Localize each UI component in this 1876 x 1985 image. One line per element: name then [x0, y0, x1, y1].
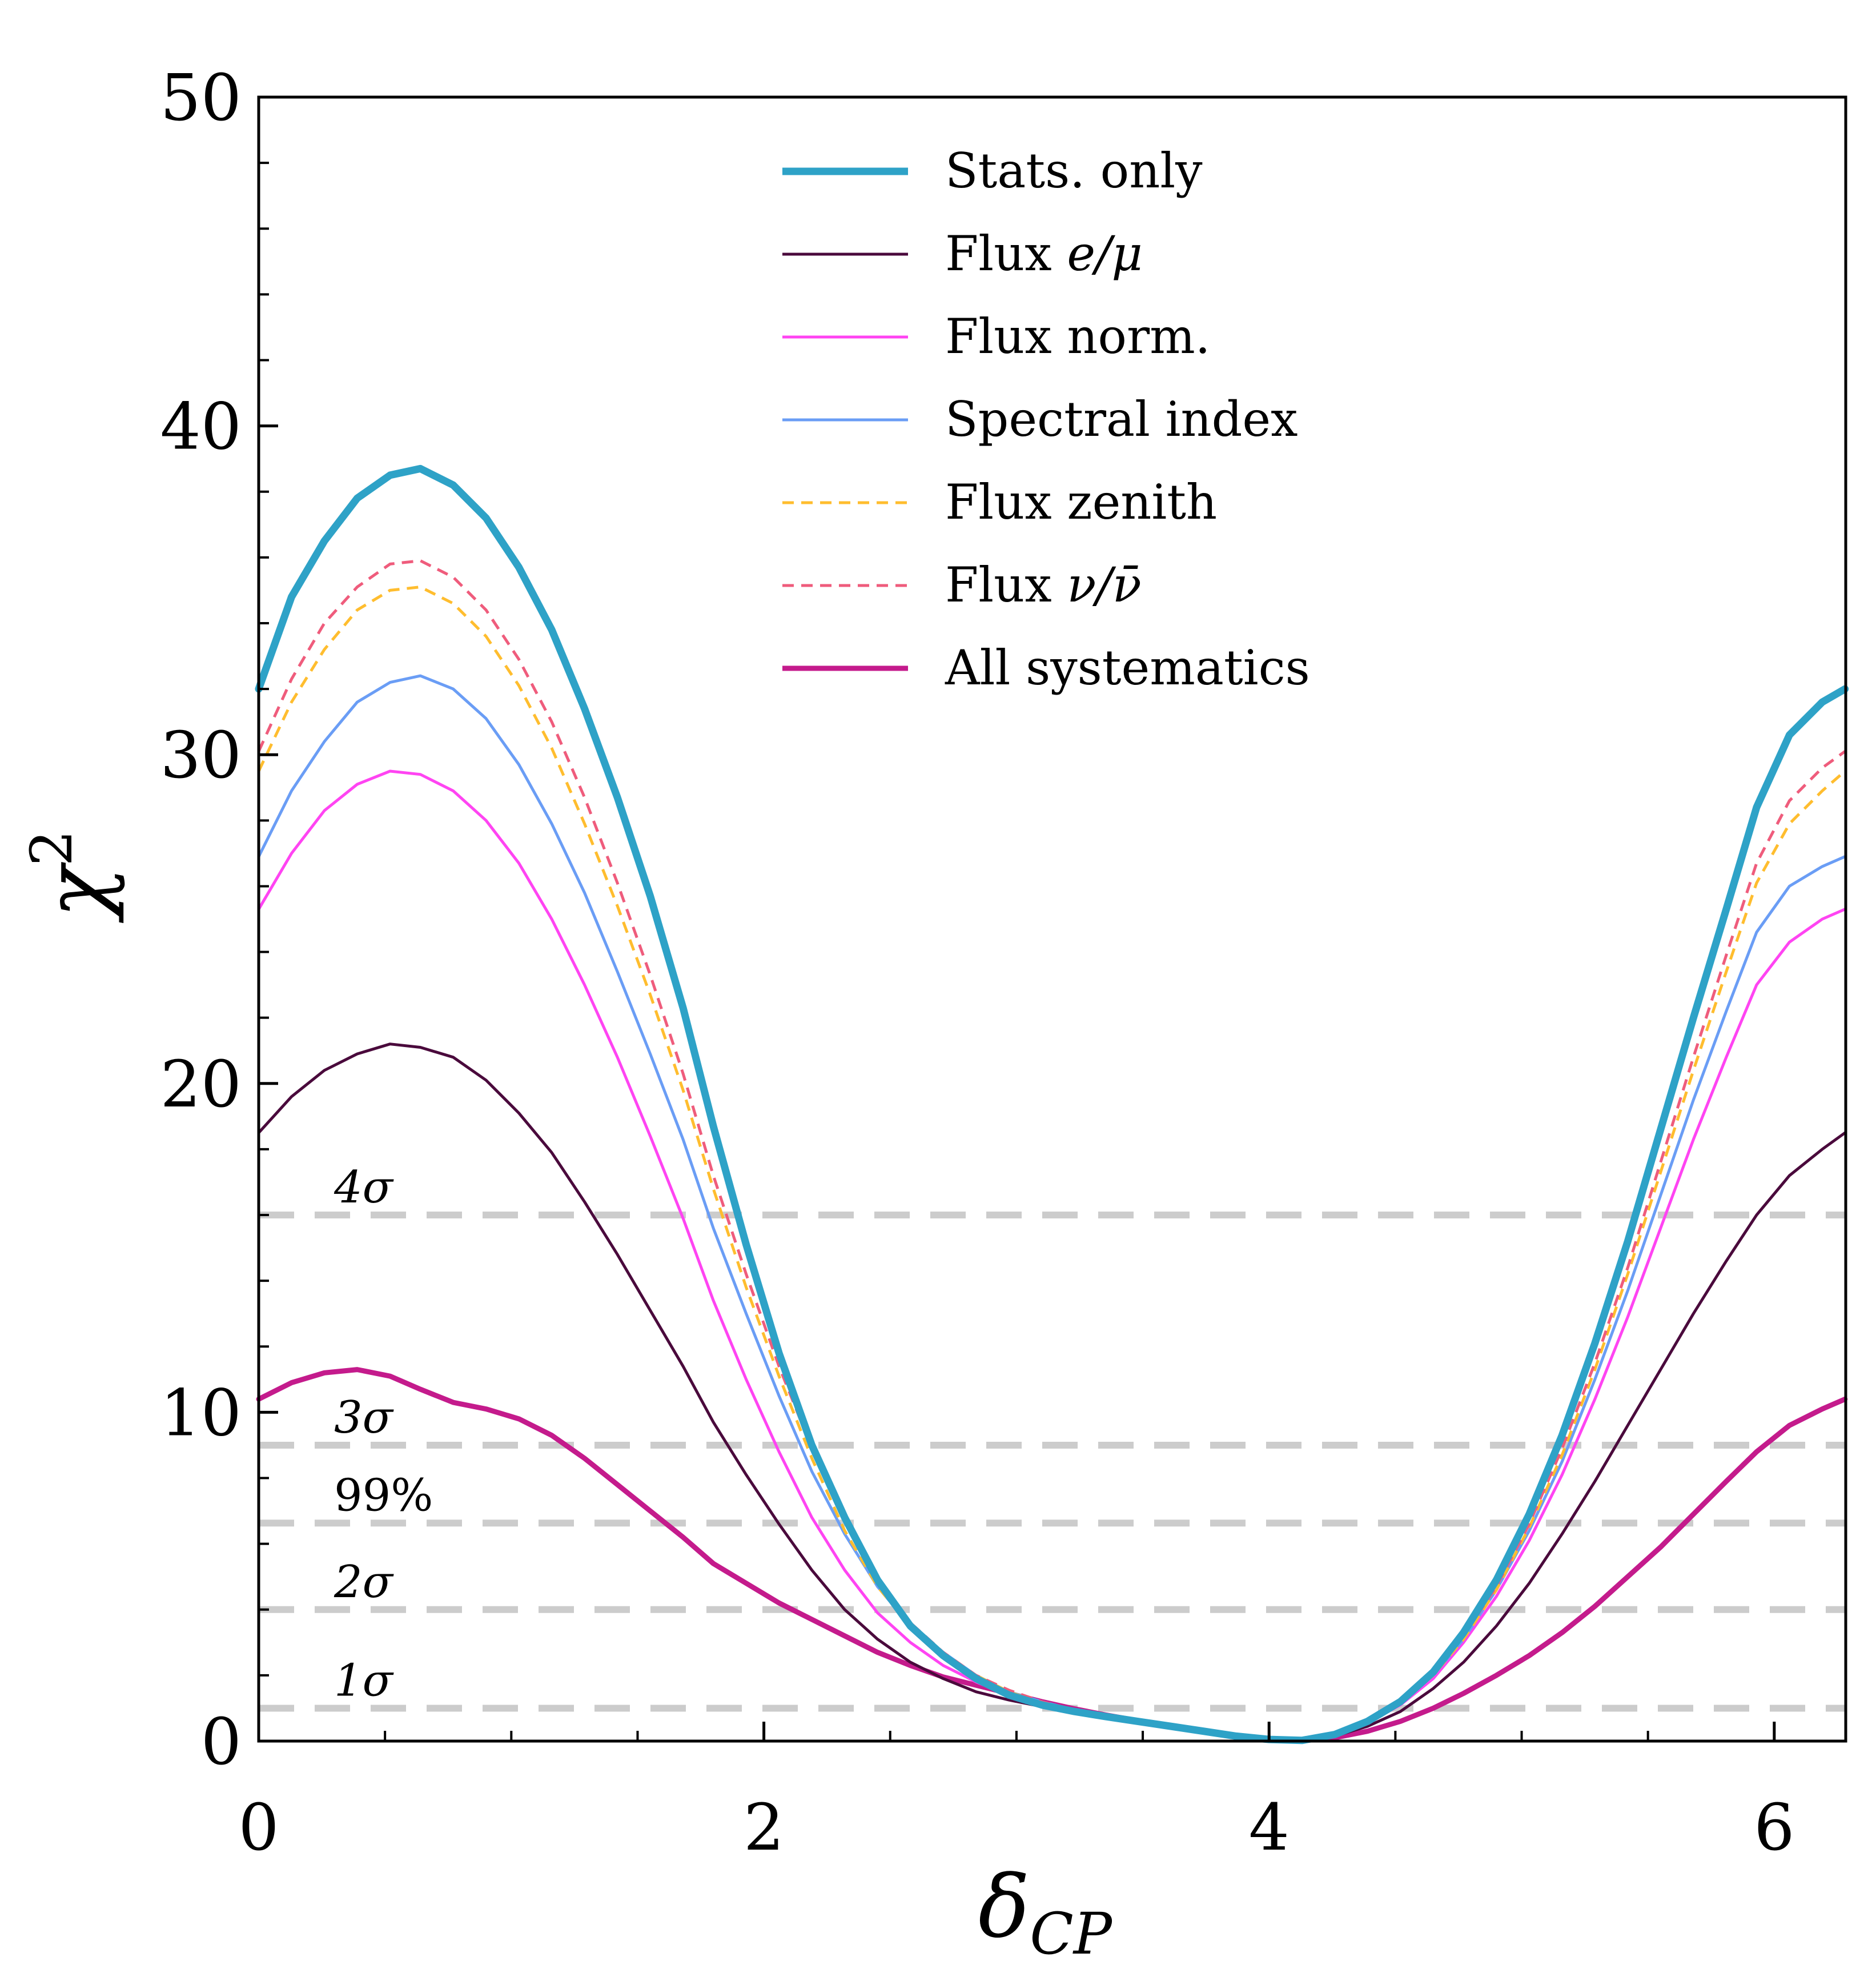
- y-axis-label-sup: 2: [18, 830, 85, 867]
- legend-label-1: Flux e/μ: [945, 226, 1143, 282]
- reference-label-0: 1σ: [334, 1655, 394, 1706]
- legend-label-text: Flux: [945, 557, 1067, 613]
- reference-label-4: 4σ: [334, 1162, 394, 1213]
- y-tick-label: 50: [160, 61, 242, 135]
- series-line-stats-only: [255, 464, 1849, 1745]
- legend-label-2: Flux norm.: [945, 308, 1211, 364]
- legend-label-5: Flux ν/ν̄: [945, 557, 1142, 613]
- y-tick-label: 10: [160, 1376, 242, 1450]
- x-axis-label: δCP: [978, 1858, 1113, 1967]
- legend: Stats. only Flux e/μ Flux norm. Spectral in…: [782, 143, 1310, 696]
- legend-label-text: Flux: [945, 226, 1067, 282]
- legend-label-0: Stats. only: [945, 143, 1203, 199]
- reference-labels: 1σ 2σ 99% 3σ 4σ: [334, 1162, 433, 1706]
- legend-label-6: All systematics: [945, 640, 1310, 696]
- x-tick-label: 0: [238, 1791, 279, 1865]
- x-tick-label: 2: [744, 1791, 784, 1865]
- legend-label-3: Spectral index: [945, 391, 1297, 447]
- reference-label-1: 2σ: [334, 1557, 394, 1608]
- reference-label-3: 3σ: [334, 1392, 394, 1443]
- x-axis-label-main: δ: [978, 1858, 1030, 1957]
- y-tick-label: 0: [201, 1705, 242, 1779]
- y-tick-label: 40: [160, 390, 242, 464]
- legend-label-math: ν/ν̄: [1067, 557, 1141, 613]
- series-line-flux-zenith: [257, 586, 1846, 1742]
- legend-label-math: e/μ: [1067, 226, 1143, 282]
- plot-frame: [257, 95, 1847, 1743]
- legend-label-4: Flux zenith: [945, 474, 1217, 530]
- y-tick-label: 20: [160, 1048, 242, 1122]
- y-axis-label: χ2: [18, 830, 126, 924]
- series-layer: [255, 464, 1849, 1745]
- y-tick-label: 30: [160, 719, 242, 793]
- tick-labels: 0 2 4 6 0 10 20 30 40 50: [160, 61, 1794, 1865]
- x-tick-label: 6: [1754, 1791, 1794, 1865]
- reference-label-2: 99%: [334, 1470, 433, 1521]
- x-tick-label: 4: [1249, 1791, 1290, 1865]
- y-axis-label-main: χ: [27, 861, 126, 923]
- x-axis-label-sub: CP: [1030, 1900, 1113, 1967]
